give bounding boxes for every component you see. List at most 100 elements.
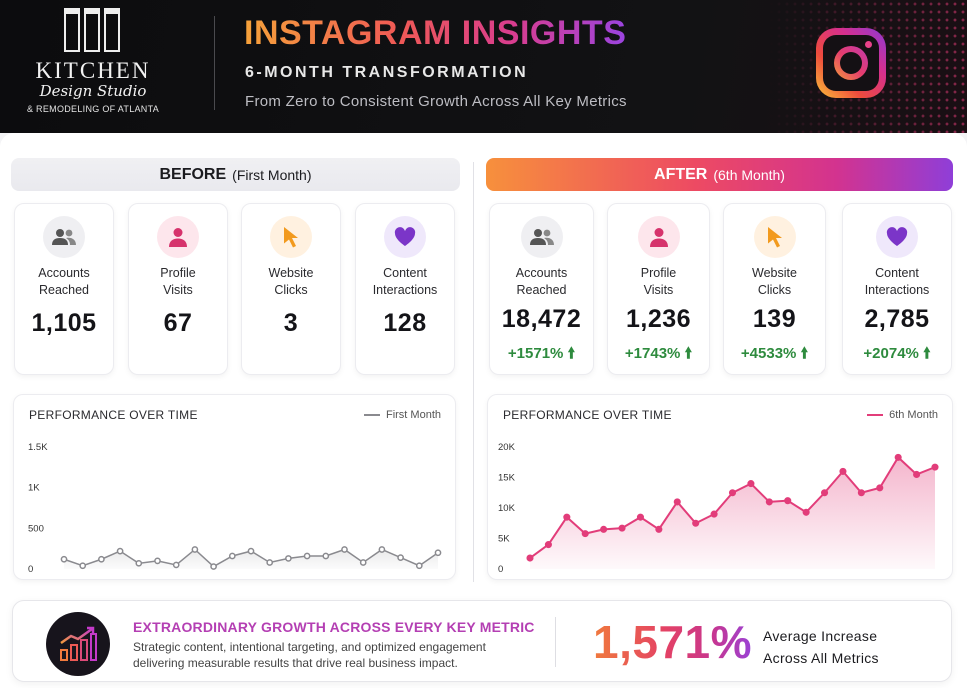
data-point <box>876 484 884 492</box>
metric-value: 18,472 <box>501 305 582 333</box>
before-card-accounts-reached: Accounts Reached 1,105 <box>14 203 114 375</box>
before-card-website-clicks: Website Clicks 3 <box>241 203 341 375</box>
series-area <box>530 457 935 569</box>
after-label: AFTER <box>654 165 708 183</box>
data-point <box>857 489 865 497</box>
metric-label: Interactions <box>864 283 930 297</box>
data-point <box>894 453 902 461</box>
before-performance-chart: PERFORMANCE OVER TIME First Month 0 500 1K… <box>13 394 456 580</box>
before-card-content-interactions: Content Interactions 128 <box>355 203 455 375</box>
y-tick-label: 10K <box>498 503 516 514</box>
data-point <box>784 497 792 505</box>
page-subtitle: 6-MONTH TRANSFORMATION <box>245 64 529 81</box>
summary-description: delivering measurable results that drive… <box>133 656 458 670</box>
metric-label: Content <box>875 266 919 280</box>
metric-label: Content <box>383 266 427 280</box>
after-section-header: AFTER (6th Month) <box>486 158 953 191</box>
legend-swatch <box>363 414 380 416</box>
metric-value: 67 <box>163 309 193 337</box>
metric-label: Clicks <box>274 283 308 297</box>
chart-title: PERFORMANCE OVER TIME <box>503 408 672 422</box>
logo-script: Design Studio <box>39 82 147 100</box>
data-point <box>154 557 161 565</box>
data-point <box>247 547 255 555</box>
before-chart-plot: 0 500 1K 1.5K <box>28 442 442 575</box>
data-point <box>415 562 423 570</box>
metric-value: 3 <box>283 309 299 337</box>
summary-banner: EXTRAORDINARY GROWTH ACROSS EVERY KEY ME… <box>12 600 952 682</box>
chart-title: PERFORMANCE OVER TIME <box>29 408 198 422</box>
data-point <box>673 498 681 506</box>
data-point <box>228 552 236 560</box>
metric-label: Profile <box>640 266 677 280</box>
user-icon <box>157 216 199 258</box>
y-tick-label: 500 <box>28 523 44 534</box>
heart-icon <box>876 216 918 258</box>
data-point <box>802 508 810 516</box>
logo-columns-icon <box>64 8 120 52</box>
data-point <box>839 467 847 475</box>
metric-label: Reached <box>38 283 90 297</box>
data-point <box>434 549 442 557</box>
y-tick-label: 0 <box>28 564 33 575</box>
data-point <box>655 525 663 533</box>
data-point <box>544 541 552 549</box>
data-point <box>285 555 292 562</box>
data-point <box>820 489 829 497</box>
y-tick-label: 1K <box>28 483 40 494</box>
chart-legend: First Month <box>363 409 441 421</box>
page-title: INSTAGRAM INSIGHTS <box>244 14 627 52</box>
user-icon <box>637 216 680 258</box>
metric-label: Profile <box>160 266 196 280</box>
data-point <box>191 546 199 553</box>
data-point <box>931 463 939 471</box>
metric-change: +1743% <box>624 345 681 362</box>
data-point <box>600 525 608 533</box>
before-label: BEFORE <box>159 165 227 183</box>
people-icon <box>43 216 85 258</box>
arrow-up-icon: 🠙 <box>567 345 576 362</box>
data-point <box>135 559 143 567</box>
data-point <box>378 546 386 553</box>
metric-change: +1571% <box>507 345 564 362</box>
metric-value: 1,105 <box>31 309 97 337</box>
people-icon <box>520 216 563 258</box>
y-tick-label: 0 <box>498 564 503 575</box>
data-point <box>765 498 773 506</box>
summary-title: EXTRAORDINARY GROWTH ACROSS EVERY KEY ME… <box>133 619 535 635</box>
summary-divider <box>555 617 556 667</box>
data-point <box>60 555 68 563</box>
y-tick-label: 20K <box>498 442 516 453</box>
data-point <box>747 480 755 488</box>
logo-name: KITCHEN <box>35 58 151 83</box>
metric-change: +2074% <box>863 345 919 362</box>
data-point <box>266 559 274 566</box>
after-period: (6th Month) <box>713 166 785 183</box>
data-point <box>581 530 589 538</box>
before-card-profile-visits: Profile Visits 67 <box>128 203 228 375</box>
average-increase-label: Average Increase <box>763 628 878 644</box>
data-point <box>116 547 124 555</box>
y-tick-label: 15K <box>498 473 516 484</box>
data-point <box>341 546 348 553</box>
growth-chart-icon <box>46 612 110 676</box>
metric-label: Visits <box>643 283 674 297</box>
metric-label: Accounts <box>38 266 90 280</box>
metric-label: Interactions <box>372 283 438 297</box>
data-point <box>692 519 700 527</box>
data-point <box>79 562 87 570</box>
metric-value: 1,236 <box>625 305 692 333</box>
metric-label: Accounts <box>515 266 568 280</box>
data-point <box>913 470 921 478</box>
cursor-icon <box>270 216 312 258</box>
data-point <box>397 554 404 561</box>
after-card-profile-visits: Profile Visits 1,236 +1743% 🠙 <box>607 203 710 375</box>
data-point <box>359 559 367 566</box>
company-logo: KITCHEN Design Studio & REMODELING OF AT… <box>18 8 178 116</box>
after-card-website-clicks: Website Clicks 139 +4533% 🠙 <box>723 203 826 375</box>
summary-description: Strategic content, intentional targeting… <box>133 640 486 654</box>
arrow-up-icon: 🠙 <box>684 345 693 362</box>
average-increase-value: 1,571% <box>593 616 753 668</box>
cursor-icon <box>753 216 796 258</box>
data-point <box>618 524 626 532</box>
